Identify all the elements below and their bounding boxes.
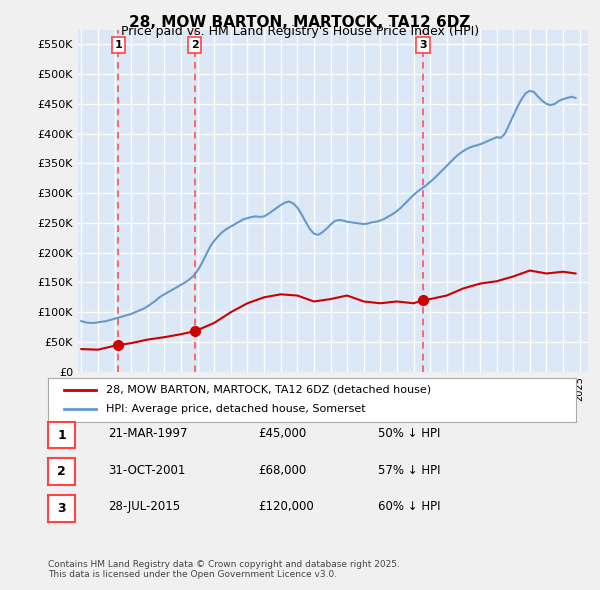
Text: 3: 3 — [419, 40, 427, 50]
Text: 1: 1 — [115, 40, 122, 50]
Text: £45,000: £45,000 — [258, 427, 306, 440]
Text: 28-JUL-2015: 28-JUL-2015 — [108, 500, 180, 513]
Text: 2: 2 — [191, 40, 199, 50]
Text: Contains HM Land Registry data © Crown copyright and database right 2025.
This d: Contains HM Land Registry data © Crown c… — [48, 560, 400, 579]
Text: 28, MOW BARTON, MARTOCK, TA12 6DZ (detached house): 28, MOW BARTON, MARTOCK, TA12 6DZ (detac… — [106, 385, 431, 395]
Text: 50% ↓ HPI: 50% ↓ HPI — [378, 427, 440, 440]
Text: 1: 1 — [57, 428, 66, 442]
Text: 60% ↓ HPI: 60% ↓ HPI — [378, 500, 440, 513]
Text: Price paid vs. HM Land Registry's House Price Index (HPI): Price paid vs. HM Land Registry's House … — [121, 25, 479, 38]
Text: HPI: Average price, detached house, Somerset: HPI: Average price, detached house, Some… — [106, 405, 366, 414]
Text: 2: 2 — [57, 465, 66, 478]
Text: £120,000: £120,000 — [258, 500, 314, 513]
Text: 31-OCT-2001: 31-OCT-2001 — [108, 464, 185, 477]
Text: 28, MOW BARTON, MARTOCK, TA12 6DZ: 28, MOW BARTON, MARTOCK, TA12 6DZ — [130, 15, 470, 30]
Text: £68,000: £68,000 — [258, 464, 306, 477]
Text: 3: 3 — [57, 502, 66, 515]
Text: 21-MAR-1997: 21-MAR-1997 — [108, 427, 187, 440]
Text: 57% ↓ HPI: 57% ↓ HPI — [378, 464, 440, 477]
